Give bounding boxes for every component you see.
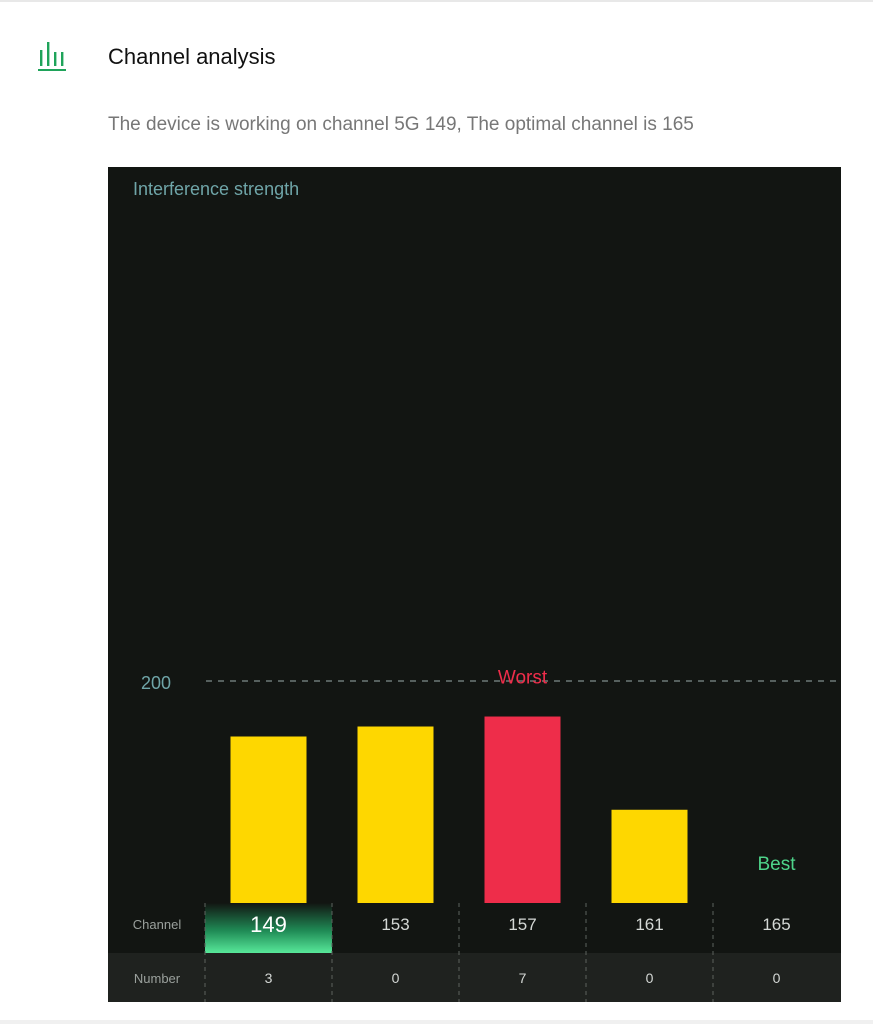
section-header: Channel analysis bbox=[36, 36, 276, 76]
number-count-label: 7 bbox=[519, 970, 527, 986]
number-row-label: Number bbox=[134, 971, 181, 986]
channel-chart-panel: Interference strength 200 Channel Number 149… bbox=[108, 167, 841, 1002]
bar-channel-157 bbox=[484, 716, 561, 903]
channel-tick-label: 157 bbox=[508, 915, 536, 934]
channel-interference-chart: Interference strength 200 Channel Number 149… bbox=[108, 179, 841, 1002]
channel-tick-label: 165 bbox=[762, 915, 790, 934]
number-count-label: 0 bbox=[392, 970, 400, 986]
top-divider bbox=[0, 0, 873, 2]
best-annotation: Best bbox=[757, 854, 796, 875]
number-count-label: 3 bbox=[265, 970, 273, 986]
section-title: Channel analysis bbox=[108, 44, 276, 69]
number-count-label: 0 bbox=[773, 970, 781, 986]
channel-row-label: Channel bbox=[133, 917, 182, 932]
bottom-divider bbox=[0, 1020, 873, 1024]
channel-tick-label: 149 bbox=[250, 912, 287, 937]
bar-channel-153 bbox=[357, 726, 434, 903]
bar-channel-161 bbox=[611, 809, 688, 903]
y-axis-label: Interference strength bbox=[133, 179, 299, 199]
reference-line-label: 200 bbox=[141, 673, 171, 693]
bar-channel-149 bbox=[230, 736, 307, 903]
channel-summary-text: The device is working on channel 5G 149,… bbox=[108, 114, 694, 135]
current-channel-highlight bbox=[205, 903, 332, 953]
worst-annotation: Worst bbox=[498, 668, 548, 689]
number-count-label: 0 bbox=[646, 970, 654, 986]
channel-tick-label: 153 bbox=[381, 915, 409, 934]
signal-bars-icon bbox=[36, 38, 72, 74]
channel-tick-label: 161 bbox=[635, 915, 663, 934]
number-row-background bbox=[108, 953, 841, 1002]
